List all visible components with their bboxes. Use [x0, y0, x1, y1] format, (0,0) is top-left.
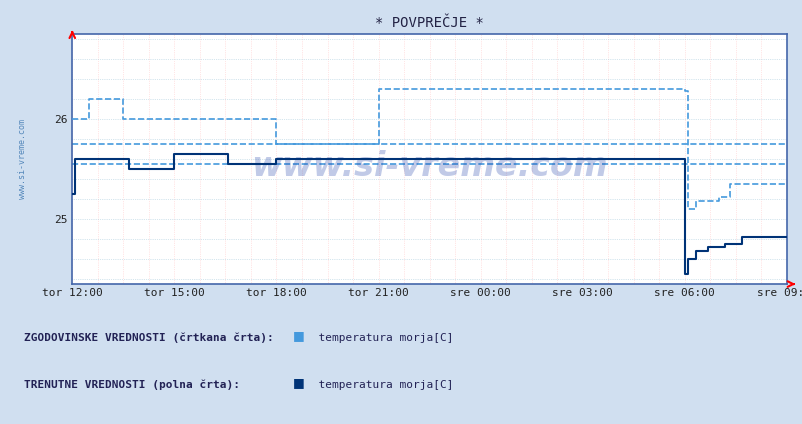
Text: ■: ■: [293, 329, 305, 342]
Title: * POVPREČJE *: * POVPREČJE *: [375, 16, 484, 30]
Text: ZGODOVINSKE VREDNOSTI (črtkana črta):: ZGODOVINSKE VREDNOSTI (črtkana črta):: [24, 333, 273, 343]
Text: temperatura morja[C]: temperatura morja[C]: [305, 333, 453, 343]
Text: ■: ■: [293, 376, 305, 389]
Text: www.si-vreme.com: www.si-vreme.com: [18, 119, 26, 199]
Text: TRENUTNE VREDNOSTI (polna črta):: TRENUTNE VREDNOSTI (polna črta):: [24, 379, 240, 390]
Text: www.si-vreme.com: www.si-vreme.com: [251, 150, 607, 183]
Text: temperatura morja[C]: temperatura morja[C]: [305, 380, 453, 390]
